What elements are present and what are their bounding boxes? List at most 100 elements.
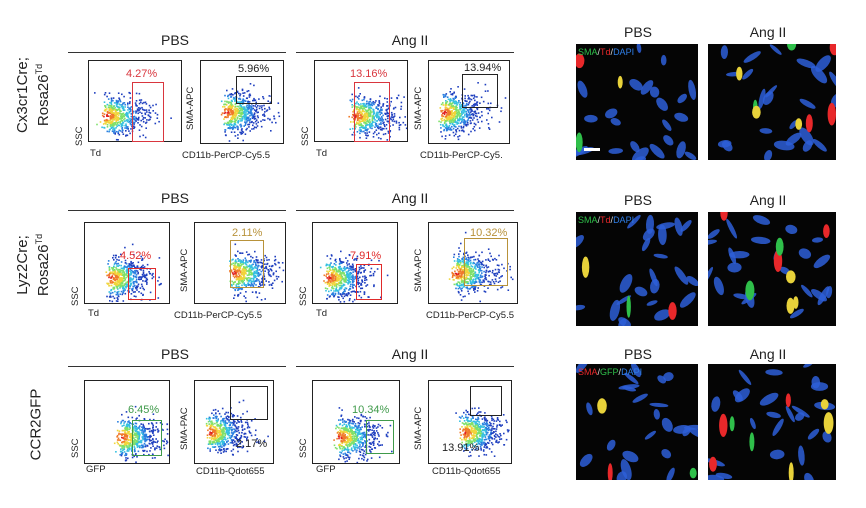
density-dot — [126, 274, 129, 277]
density-dot — [121, 119, 124, 122]
density-dot — [239, 109, 241, 112]
density-dot — [466, 281, 469, 283]
density-dot — [336, 278, 338, 281]
density-dot — [363, 293, 366, 295]
density-dot — [465, 267, 468, 270]
density-dot — [233, 114, 235, 117]
density-dot — [260, 261, 263, 264]
density-dot — [386, 274, 389, 277]
density-dot — [227, 97, 230, 100]
density-dot — [163, 447, 166, 450]
density-dot — [245, 116, 248, 118]
density-dot — [250, 282, 253, 285]
density-dot — [340, 277, 342, 280]
density-dot — [116, 434, 119, 437]
density-dot — [339, 266, 341, 268]
density-dot — [342, 292, 344, 294]
density-dot — [130, 273, 132, 276]
density-dot — [152, 432, 154, 434]
density-dot — [128, 448, 131, 451]
density-dot — [335, 268, 338, 271]
density-dot — [234, 267, 236, 269]
density-dot — [117, 283, 119, 286]
density-dot — [341, 261, 343, 264]
density-dot — [358, 285, 360, 288]
density-dot — [337, 279, 339, 282]
density-dot — [500, 286, 502, 289]
density-dot — [238, 114, 240, 117]
density-dot — [466, 274, 468, 277]
density-dot — [237, 260, 240, 262]
density-dot — [130, 433, 133, 435]
density-dot — [376, 126, 379, 129]
density-dot — [498, 254, 500, 257]
density-dot — [245, 300, 247, 303]
density-dot — [110, 284, 113, 287]
density-dot — [378, 123, 381, 125]
density-dot — [257, 261, 260, 264]
density-dot — [474, 129, 476, 132]
density-dot — [345, 271, 348, 273]
density-dot — [227, 101, 230, 103]
density-dot — [241, 112, 244, 115]
density-dot — [243, 107, 246, 109]
density-dot — [451, 93, 454, 96]
density-dot — [142, 264, 144, 267]
density-dot — [231, 285, 233, 287]
density-dot — [132, 265, 134, 267]
density-dot — [117, 271, 119, 274]
density-dot — [156, 428, 159, 431]
density-dot — [497, 268, 500, 271]
density-dot — [141, 106, 143, 109]
density-dot — [118, 270, 120, 273]
density-dot — [358, 104, 360, 106]
density-dot — [468, 288, 471, 290]
density-dot — [129, 123, 132, 125]
density-dot — [462, 272, 464, 275]
density-dot — [445, 123, 448, 125]
density-dot — [132, 442, 135, 444]
density-dot — [145, 103, 148, 105]
density-dot — [133, 126, 136, 128]
density-dot — [239, 271, 241, 273]
density-dot — [248, 426, 251, 429]
density-dot — [491, 258, 494, 261]
density-dot — [227, 109, 229, 111]
density-dot — [275, 121, 277, 124]
density-dot — [462, 266, 465, 268]
density-dot — [145, 433, 148, 436]
density-dot — [232, 105, 234, 108]
density-dot — [127, 117, 130, 119]
density-dot — [345, 294, 348, 296]
density-dot — [143, 426, 145, 428]
density-dot — [446, 104, 448, 106]
density-dot — [460, 125, 462, 128]
density-dot — [357, 113, 360, 115]
density-dot — [378, 118, 380, 121]
density-dot — [226, 89, 228, 92]
density-dot — [241, 252, 244, 254]
density-dot — [334, 285, 336, 287]
density-dot — [337, 291, 340, 294]
density-dot — [251, 108, 253, 111]
density-dot — [354, 258, 356, 260]
density-dot — [246, 439, 248, 441]
density-dot — [121, 434, 123, 436]
density-dot — [141, 112, 143, 115]
density-dot — [329, 280, 331, 283]
density-dot — [106, 274, 108, 277]
density-dot — [136, 417, 138, 419]
density-dot — [394, 106, 397, 109]
density-dot — [121, 104, 123, 106]
density-dot — [107, 121, 110, 124]
density-dot — [244, 119, 246, 121]
density-dot — [453, 112, 455, 114]
density-dot — [144, 427, 147, 430]
density-dot — [138, 99, 141, 101]
density-dot — [122, 278, 124, 281]
density-dot — [330, 262, 332, 264]
density-dot — [350, 269, 352, 271]
density-dot — [145, 122, 147, 124]
density-dot — [356, 111, 359, 113]
density-dot — [136, 443, 139, 445]
